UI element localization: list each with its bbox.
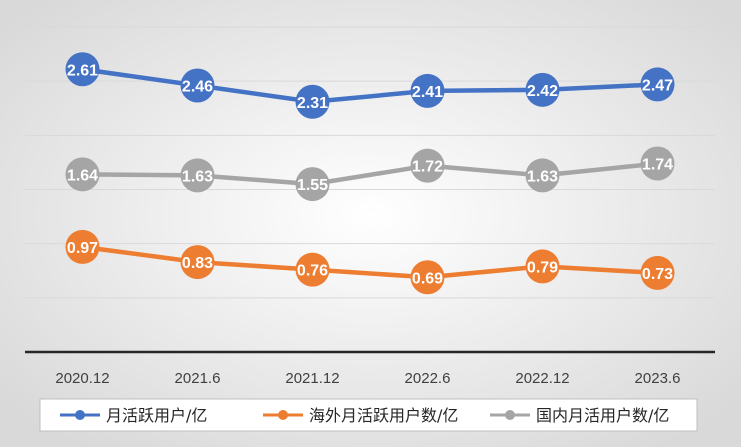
- data-label: 1.72: [412, 159, 443, 176]
- legend-item: 月活跃用户/亿: [60, 406, 207, 425]
- data-label: 0.83: [182, 255, 213, 272]
- data-point: [180, 245, 215, 280]
- data-point: [65, 52, 100, 87]
- legend-label: 海外月活跃用户数/亿: [309, 406, 458, 425]
- data-label: 0.79: [527, 259, 558, 276]
- series-line: [82, 161, 658, 187]
- data-point: [640, 146, 675, 181]
- data-point: [295, 167, 330, 202]
- data-label: 1.64: [67, 167, 98, 184]
- data-label: 0.69: [412, 270, 443, 287]
- data-point: [410, 148, 445, 183]
- x-tick-label: 2020.12: [55, 370, 109, 387]
- series-line: [82, 67, 658, 104]
- gridlines: [25, 26, 715, 299]
- x-tick-labels: 2020.12 2021.6 2021.12 2022.6 2022.12 2023.6: [55, 370, 680, 387]
- series-group: 2.61 2.46 2.31 2.41 2.42 2.47 0.97 0.83 0.76 0.69…: [65, 52, 675, 295]
- data-label: 2.41: [412, 84, 443, 101]
- legend-label: 国内月活用户数/亿: [536, 406, 669, 425]
- data-point: [410, 73, 445, 108]
- data-label: 2.42: [527, 83, 558, 100]
- legend-marker: [505, 410, 515, 420]
- series-2: 1.64 1.63 1.55 1.72 1.63 1.74: [65, 146, 675, 202]
- data-point: [410, 260, 445, 295]
- series-0: 2.61 2.46 2.31 2.41 2.42 2.47: [65, 52, 675, 119]
- legend-marker: [278, 410, 288, 420]
- x-tick-label: 2023.6: [635, 370, 681, 387]
- series-1: 0.97 0.83 0.76 0.69 0.79 0.73: [65, 229, 675, 295]
- data-label: 2.31: [297, 95, 328, 112]
- data-label: 2.46: [182, 79, 213, 96]
- data-label: 1.63: [182, 168, 213, 185]
- x-tick-label: 2022.12: [515, 370, 569, 387]
- x-tick-label: 2021.12: [285, 370, 339, 387]
- data-point: [65, 157, 100, 192]
- data-point: [180, 68, 215, 103]
- data-point: [525, 72, 560, 107]
- data-label: 1.63: [527, 168, 558, 185]
- data-point: [525, 249, 560, 284]
- x-tick-label: 2021.6: [175, 370, 221, 387]
- legend-label: 月活跃用户/亿: [106, 406, 207, 425]
- legend-marker: [75, 410, 85, 420]
- legend: 月活跃用户/亿 海外月活跃用户数/亿 国内月活用户数/亿: [39, 398, 698, 432]
- data-point: [640, 67, 675, 102]
- data-point: [65, 229, 100, 264]
- data-label: 1.55: [297, 177, 328, 194]
- legend-item: 海外月活跃用户数/亿: [263, 406, 458, 425]
- legend-box: [39, 398, 698, 432]
- data-point: [640, 255, 675, 290]
- data-label: 0.73: [642, 266, 673, 283]
- legend-item: 国内月活用户数/亿: [490, 406, 669, 425]
- data-label: 0.76: [297, 263, 328, 280]
- data-point: [295, 84, 330, 119]
- series-line: [82, 244, 658, 280]
- data-label: 2.61: [67, 62, 98, 79]
- data-point: [180, 158, 215, 193]
- x-tick-label: 2022.6: [405, 370, 451, 387]
- data-label: 0.97: [67, 240, 98, 257]
- data-point: [295, 252, 330, 287]
- data-label: 2.47: [642, 77, 673, 94]
- data-label: 1.74: [642, 157, 673, 174]
- data-point: [525, 158, 560, 193]
